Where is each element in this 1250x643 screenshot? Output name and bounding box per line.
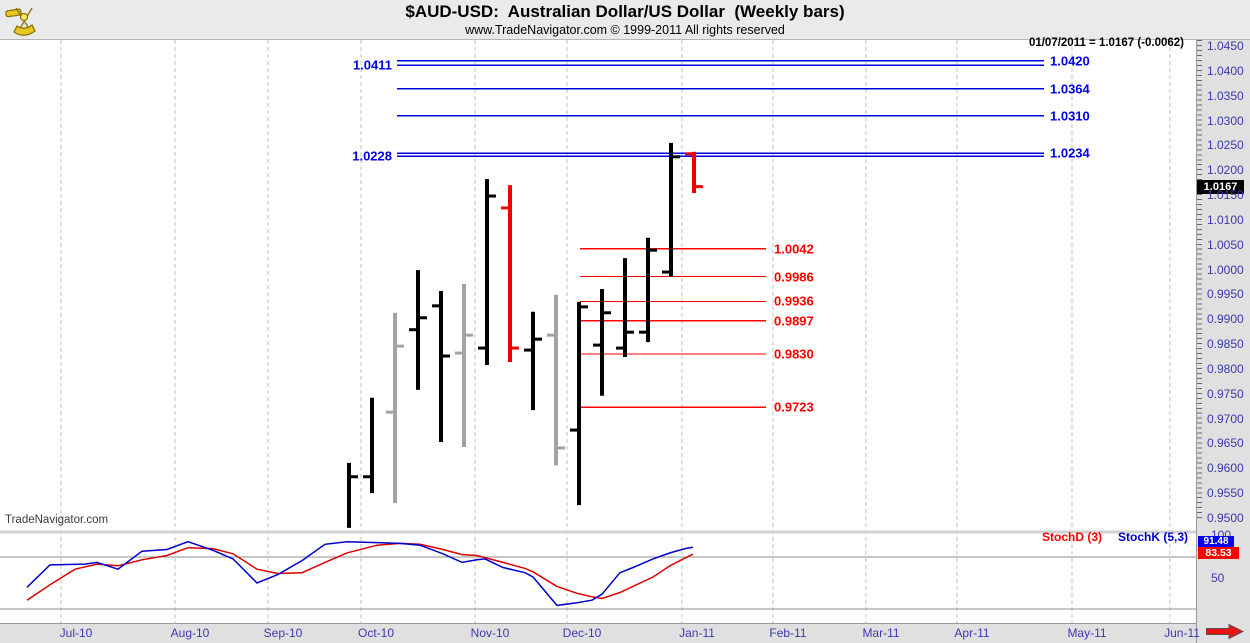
ohlc-bar [501,185,519,362]
price-axis-label: 1.0250 [1207,138,1244,153]
price-axis-label: 0.9750 [1207,386,1244,401]
ohlc-bar [570,301,588,506]
price-axis-tick-marks [1197,40,1202,518]
price-axis-label: 1.0350 [1207,88,1244,103]
stoch-k-value-badge: 91.48 [1198,536,1234,547]
ohlc-bar [593,288,611,396]
price-axis-label: 1.0400 [1207,63,1244,78]
month-axis-label: Nov-10 [470,626,510,640]
price-axis-strip[interactable]: 1.0167 100 50 91.48 83.53 1.0450 1.0400 1.… [1196,39,1250,643]
stoch-d-line [26,542,694,601]
price-axis-label: 1.0000 [1207,262,1244,277]
chart-header: $AUD-USD: Australian Dollar/US Dollar (W… [0,0,1250,40]
month-axis-label: Feb-11 [769,626,807,640]
ohlc-bar [685,151,703,194]
price-axis-label: 0.9650 [1207,436,1244,451]
stoch-d-value-badge: 83.53 [1198,547,1239,559]
price-axis-label: 1.0450 [1207,39,1244,53]
month-axis-label: Mar-11 [862,626,900,640]
price-axis-label: 0.9950 [1207,287,1244,302]
month-axis-label: Aug-10 [170,626,210,640]
ohlc-bar [478,179,496,365]
month-axis-label: Jan-11 [679,626,715,640]
chart-title: $AUD-USD: Australian Dollar/US Dollar (W… [405,2,845,21]
price-axis-label: 0.9850 [1207,337,1244,352]
month-gridlines [60,40,1171,623]
price-and-stoch-plot[interactable] [0,40,1196,623]
month-axis-label: Oct-10 [357,626,395,640]
price-axis-label: 0.9550 [1207,486,1244,501]
price-axis-label: 0.9500 [1207,511,1244,525]
last-price-badge: 1.0167 [1197,179,1244,194]
month-axis-label: Jun-11 [1164,626,1200,640]
ohlc-bar [409,270,427,390]
month-axis-label: May-11 [1067,626,1107,640]
ohlc-bar [386,312,404,504]
stoch-scale-50-label: 50 [1211,571,1225,585]
ohlc-bar [363,397,374,494]
ohlc-bar [347,462,358,528]
sextant-logo-icon [4,2,44,43]
scroll-right-arrow[interactable] [1205,623,1245,643]
ohlc-bar [547,294,565,466]
ohlc-bar [662,142,680,278]
stoch-k-line [26,540,694,607]
price-axis-label: 1.0150 [1207,188,1244,203]
price-axis-label: 0.9700 [1207,411,1244,426]
chart-canvas[interactable]: TradeNavigator.com StochD (3) StochK (5,3… [0,40,1196,623]
price-axis-label: 1.0300 [1207,113,1244,128]
price-axis-label: 1.0100 [1207,212,1244,227]
month-axis-label: Sep-10 [263,626,303,640]
panel-separator [0,530,1196,534]
ohlc-bar [455,283,473,447]
chart-subtitle: www.TradeNavigator.com © 1999-2011 All r… [465,23,785,37]
ohlc-bar [639,237,657,343]
ohlc-bar [616,258,634,358]
ohlc-bar [524,311,542,411]
price-axis-label: 1.0050 [1207,237,1244,252]
month-axis-label: Dec-10 [562,626,602,640]
resistance-lines [397,60,1044,157]
time-axis-strip[interactable]: Jul-10 Aug-10 Sep-10 Oct-10 Nov-10 Dec-10 Jan-… [0,623,1200,643]
price-axis-label: 0.9900 [1207,312,1244,327]
price-bars [347,142,703,528]
ohlc-bar [432,290,450,442]
price-axis-label: 0.9600 [1207,461,1244,476]
month-axis-label: Jul-10 [59,626,93,640]
price-axis-label: 1.0200 [1207,163,1244,178]
last-quote-readout: 01/07/2011 = 1.0167 (-0.0062) [1028,37,1184,49]
price-axis-label: 0.9800 [1207,361,1244,376]
month-axis-label: Apr-11 [954,626,990,640]
